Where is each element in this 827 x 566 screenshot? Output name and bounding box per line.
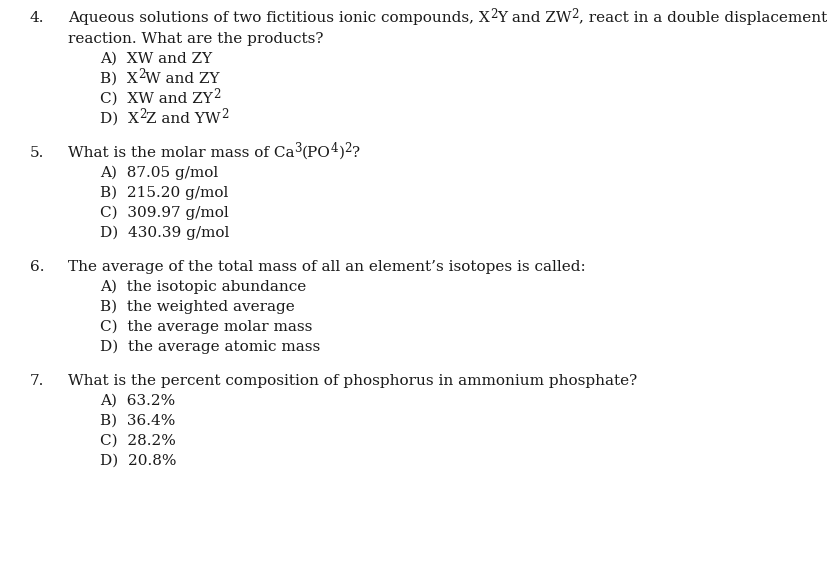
Text: B)  the weighted average: B) the weighted average [100,299,294,314]
Text: 2: 2 [571,7,578,20]
Text: 2: 2 [221,109,228,122]
Text: A)  63.2%: A) 63.2% [100,394,175,408]
Text: C)  the average molar mass: C) the average molar mass [100,320,312,334]
Text: A)  87.05 g/mol: A) 87.05 g/mol [100,166,218,180]
Text: What is the percent composition of phosphorus in ammonium phosphate?: What is the percent composition of phosp… [68,374,637,388]
Text: C)  28.2%: C) 28.2% [100,434,175,448]
Text: A)  XW and ZY: A) XW and ZY [100,52,212,66]
Text: 2: 2 [213,88,220,101]
Text: 2: 2 [137,68,145,82]
Text: D)  X: D) X [100,112,139,126]
Text: What is the molar mass of Ca: What is the molar mass of Ca [68,146,294,160]
Text: Z and YW: Z and YW [146,112,221,126]
Text: ): ) [338,146,344,160]
Text: 4: 4 [331,143,338,156]
Text: D)  430.39 g/mol: D) 430.39 g/mol [100,226,229,240]
Text: reaction. What are the products?: reaction. What are the products? [68,32,323,46]
Text: 6.: 6. [30,260,45,274]
Text: 5.: 5. [30,146,45,160]
Text: 2: 2 [139,109,146,122]
Text: 3: 3 [294,143,302,156]
Text: B)  X: B) X [100,72,137,86]
Text: 7.: 7. [30,374,45,388]
Text: ?: ? [351,146,360,160]
Text: (PO: (PO [302,146,331,160]
Text: A)  the isotopic abundance: A) the isotopic abundance [100,280,306,294]
Text: D)  the average atomic mass: D) the average atomic mass [100,340,320,354]
Text: W and ZY: W and ZY [145,72,219,86]
Text: D)  20.8%: D) 20.8% [100,454,176,468]
Text: The average of the total mass of all an element’s isotopes is called:: The average of the total mass of all an … [68,260,585,274]
Text: Aqueous solutions of two fictitious ionic compounds, X: Aqueous solutions of two fictitious ioni… [68,11,489,25]
Text: B)  215.20 g/mol: B) 215.20 g/mol [100,186,228,200]
Text: , react in a double displacement: , react in a double displacement [578,11,826,25]
Text: C)  XW and ZY: C) XW and ZY [100,92,213,106]
Text: 2: 2 [489,7,496,20]
Text: B)  36.4%: B) 36.4% [100,414,175,428]
Text: C)  309.97 g/mol: C) 309.97 g/mol [100,205,228,220]
Text: 4.: 4. [30,11,45,25]
Text: Y and ZW: Y and ZW [496,11,571,25]
Text: 2: 2 [344,143,351,156]
